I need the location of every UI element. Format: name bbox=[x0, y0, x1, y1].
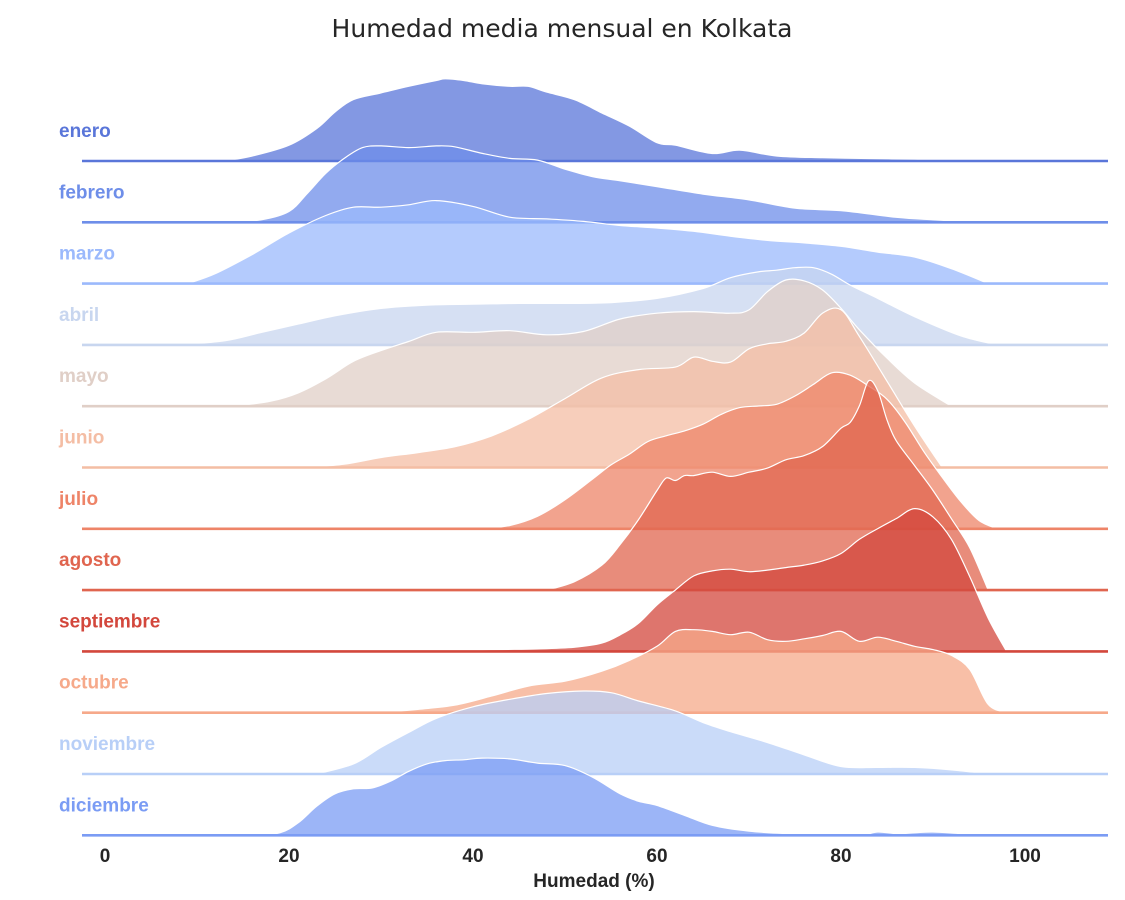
month-label-enero: enero bbox=[59, 121, 111, 142]
month-label-diciembre: diciembre bbox=[59, 795, 149, 816]
density-area-diciembre bbox=[252, 757, 989, 836]
ridge-noviembre: noviembre bbox=[59, 690, 1108, 776]
x-axis-ticks: 0 20 40 60 80 100 bbox=[100, 846, 1041, 867]
x-tick-label: 100 bbox=[1009, 846, 1041, 867]
x-tick-label: 60 bbox=[646, 846, 667, 867]
x-tick-label: 80 bbox=[830, 846, 851, 867]
density-area-septiembre bbox=[426, 507, 1008, 652]
density-area-enero bbox=[224, 78, 961, 162]
month-label-octubre: octubre bbox=[59, 673, 129, 694]
density-area-octubre bbox=[380, 628, 1007, 714]
x-tick-label: 40 bbox=[462, 846, 483, 867]
ridge-enero: enero bbox=[59, 78, 1108, 163]
month-label-mayo: mayo bbox=[59, 366, 109, 387]
ridge-layer: enero febrero marzo abril mayo junio julio agos… bbox=[58, 78, 1108, 837]
x-tick-label: 20 bbox=[278, 846, 299, 867]
density-area-febrero bbox=[224, 145, 980, 223]
month-label-abril: abril bbox=[59, 305, 99, 326]
x-axis-label: Humedad (%) bbox=[533, 871, 654, 892]
density-area-marzo bbox=[187, 199, 989, 285]
ridge-marzo: marzo bbox=[59, 199, 1108, 285]
x-tick-label: 0 bbox=[100, 846, 111, 867]
month-label-marzo: marzo bbox=[59, 244, 115, 265]
chart-title: Humedad media mensual en Kolkata bbox=[332, 14, 793, 43]
density-area-noviembre bbox=[316, 690, 989, 775]
ridge-diciembre: diciembre bbox=[59, 757, 1108, 837]
month-label-julio: julio bbox=[58, 489, 98, 510]
month-label-agosto: agosto bbox=[59, 550, 121, 571]
month-label-junio: junio bbox=[58, 428, 104, 449]
ridge-febrero: febrero bbox=[59, 145, 1108, 224]
month-label-noviembre: noviembre bbox=[59, 734, 155, 755]
month-label-septiembre: septiembre bbox=[59, 611, 160, 632]
month-label-febrero: febrero bbox=[59, 182, 124, 203]
